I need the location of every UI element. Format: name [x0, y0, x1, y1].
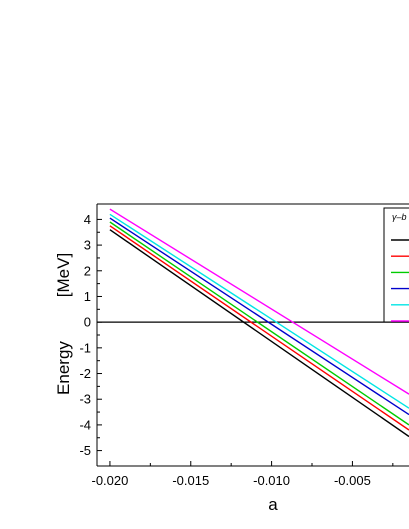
y-tick-label: -1 [79, 340, 91, 355]
series-line-6 [109, 208, 409, 395]
x-tick-label: -0.005 [334, 473, 371, 488]
series-line-5 [109, 213, 409, 409]
ticks [97, 218, 394, 466]
x-tick-label: -0.015 [172, 473, 209, 488]
series-line-2 [109, 225, 409, 431]
legend-title: γ–b [392, 212, 407, 222]
y-tick-label: -5 [79, 443, 91, 458]
y-tick-label: 1 [84, 289, 91, 304]
y-tick-label: -4 [79, 417, 91, 432]
y-tick-label: 3 [84, 238, 91, 253]
y-axis-label: Energy [54, 341, 73, 395]
y-tick-label: 0 [84, 315, 91, 330]
series-line-4 [109, 217, 409, 416]
tick-labels: 4 3 2 1 0 -1 -2 -3 -4 -5-0.020 -0.015 -0.010 -0.005 [79, 212, 370, 488]
y-tick-label: -3 [79, 392, 91, 407]
series-line-1 [109, 229, 409, 438]
x-tick-label: -0.010 [253, 473, 290, 488]
legend: γ–b [383, 207, 409, 323]
legend-box [383, 207, 409, 323]
x-tick-label: -0.020 [91, 473, 128, 488]
series-layer [97, 208, 409, 438]
y-tick-label: -2 [79, 366, 91, 381]
x-axis-label: a [268, 495, 278, 514]
y-tick-label: 4 [84, 212, 91, 227]
series-line-3 [109, 221, 409, 426]
legend-items [391, 239, 409, 322]
y-tick-label: 2 [84, 263, 91, 278]
y-axis-unit: [MeV] [54, 253, 73, 297]
